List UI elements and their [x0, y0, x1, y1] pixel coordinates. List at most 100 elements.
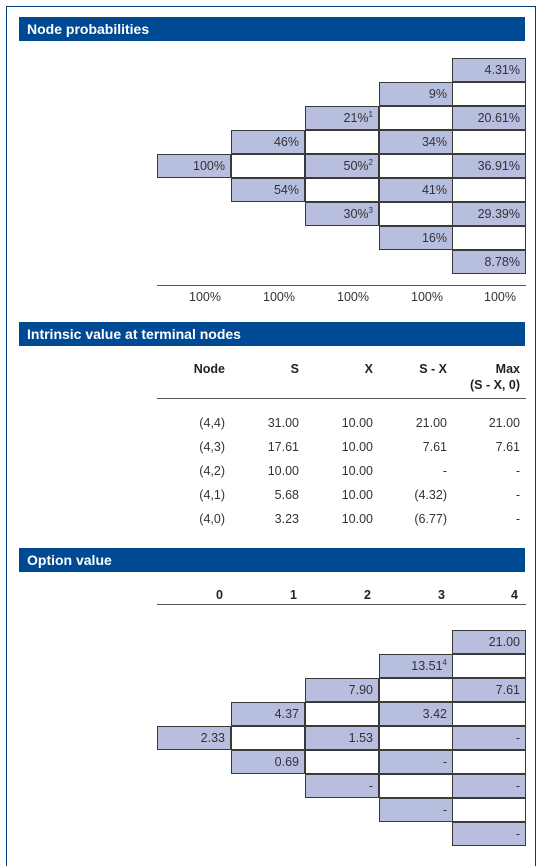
probability-node-value: 41%	[421, 183, 447, 197]
period-header: 1	[290, 588, 297, 602]
option-node-cell: 3.42	[379, 702, 453, 726]
probability-empty-cell	[452, 130, 526, 154]
option-node-value: 4.37	[274, 707, 299, 721]
intrinsic-value-header: Intrinsic value at terminal nodes	[19, 322, 525, 346]
option-node-value: -	[515, 731, 520, 745]
intrinsic-cell: (4,1)	[199, 488, 225, 502]
probability-node-cell: 9%	[379, 82, 453, 106]
total-value: 100%	[411, 290, 443, 304]
total-value: 100%	[263, 290, 295, 304]
probability-node-cell: 20.61%	[452, 106, 526, 130]
probability-empty-cell	[379, 106, 453, 130]
probability-node-value: 54%	[273, 183, 299, 197]
probability-node-cell: 16%	[379, 226, 453, 250]
option-node-value: 21.00	[488, 635, 520, 649]
intrinsic-cell: (4,3)	[199, 440, 225, 454]
footnote-marker: 3	[368, 205, 373, 215]
footnote-marker: 1	[368, 109, 373, 119]
intrinsic-cell: 7.61	[422, 440, 447, 454]
intrinsic-cell: 10.00	[341, 488, 373, 502]
probability-node-value: 34%	[421, 135, 447, 149]
option-node-cell: -	[379, 750, 453, 774]
intrinsic-cell: 10.00	[267, 464, 299, 478]
intrinsic-cell: (4,0)	[199, 512, 225, 526]
option-node-value: 3.42	[422, 707, 447, 721]
intrinsic-cell: 10.00	[341, 512, 373, 526]
intrinsic-cell: -	[515, 464, 520, 478]
probability-node-value: 30%	[343, 207, 369, 221]
intrinsic-cell: 10.00	[341, 416, 373, 430]
node-probabilities-header: Node probabilities	[19, 17, 525, 41]
intrinsic-cell: 21.00	[488, 416, 520, 430]
option-node-value: -	[515, 779, 520, 793]
intrinsic-cell: 21.00	[415, 416, 447, 430]
probability-node-cell: 8.78%	[452, 250, 526, 274]
intrinsic-column-header: S	[290, 362, 299, 376]
option-node-cell: 1.53	[305, 726, 379, 750]
footnote-marker: 4	[442, 657, 447, 667]
probability-node-value: 20.61%	[477, 111, 520, 125]
option-empty-cell	[305, 750, 379, 774]
probability-node-value: 100%	[193, 159, 225, 173]
intrinsic-cell: 3.23	[274, 512, 299, 526]
option-node-cell: 21.00	[452, 630, 526, 654]
footnote-marker: 2	[368, 157, 373, 167]
probability-empty-cell	[305, 130, 379, 154]
probability-empty-cell	[231, 154, 305, 178]
probability-node-value: 21%	[343, 111, 369, 125]
probability-node-cell: 30%3	[305, 202, 379, 226]
option-node-cell: 7.90	[305, 678, 379, 702]
probability-node-value: 46%	[273, 135, 299, 149]
period-header: 2	[364, 588, 371, 602]
probability-node-cell: 54%	[231, 178, 305, 202]
intrinsic-cell: -	[515, 512, 520, 526]
intrinsic-cell: 10.00	[341, 440, 373, 454]
option-node-value: 7.61	[495, 683, 520, 697]
intrinsic-cell: (6.77)	[414, 512, 447, 526]
probability-empty-cell	[452, 82, 526, 106]
intrinsic-column-header: X	[364, 362, 373, 376]
probability-node-cell: 46%	[231, 130, 305, 154]
period-header: 3	[438, 588, 445, 602]
option-node-value: -	[442, 755, 447, 769]
intrinsic-cell: -	[442, 464, 447, 478]
intrinsic-cell: -	[515, 488, 520, 502]
option-node-cell: -	[379, 798, 453, 822]
option-node-cell: 4.37	[231, 702, 305, 726]
option-node-value: 7.90	[348, 683, 373, 697]
probability-empty-cell	[379, 154, 453, 178]
option-node-cell: -	[452, 774, 526, 798]
probability-node-cell: 36.91%	[452, 154, 526, 178]
period-header: 0	[216, 588, 223, 602]
option-empty-cell	[452, 702, 526, 726]
option-node-cell: 2.33	[157, 726, 231, 750]
probability-node-cell: 21%1	[305, 106, 379, 130]
total-value: 100%	[484, 290, 516, 304]
intrinsic-column-header: S - X	[419, 362, 447, 376]
probability-empty-cell	[452, 226, 526, 250]
intrinsic-cell: (4.32)	[414, 488, 447, 502]
intrinsic-cell: 7.61	[495, 440, 520, 454]
probability-node-cell: 29.39%	[452, 202, 526, 226]
probability-node-cell: 4.31%	[452, 58, 526, 82]
intrinsic-header-divider	[157, 398, 526, 399]
probability-node-cell: 50%2	[305, 154, 379, 178]
option-node-value: 0.69	[274, 755, 299, 769]
probability-empty-cell	[379, 202, 453, 226]
option-node-value: -	[368, 779, 373, 793]
probability-node-cell: 34%	[379, 130, 453, 154]
total-value: 100%	[189, 290, 221, 304]
probability-node-value: 16%	[421, 231, 447, 245]
option-empty-cell	[379, 678, 453, 702]
page-frame	[6, 6, 536, 866]
option-empty-cell	[452, 750, 526, 774]
probability-node-value: 9%	[428, 87, 447, 101]
option-empty-cell	[379, 774, 453, 798]
option-value-header: Option value	[19, 548, 525, 572]
option-node-cell: -	[305, 774, 379, 798]
probability-node-value: 36.91%	[477, 159, 520, 173]
option-node-value: -	[442, 803, 447, 817]
option-node-cell: -	[452, 726, 526, 750]
option-node-value: 2.33	[200, 731, 225, 745]
option-empty-cell	[231, 726, 305, 750]
